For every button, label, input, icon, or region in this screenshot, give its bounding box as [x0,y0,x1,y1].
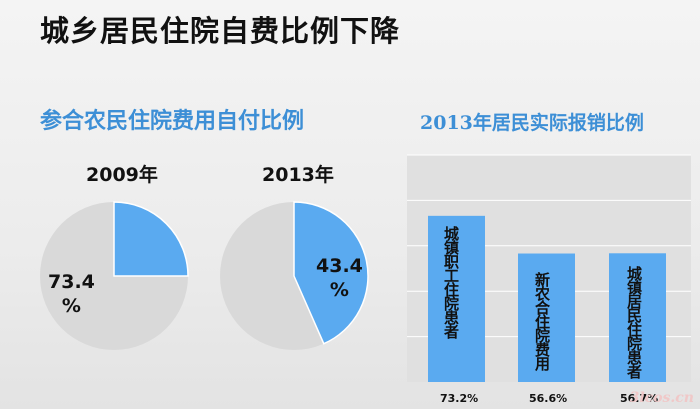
pie-slice-highlight [113,201,189,277]
pie-chart-2009 [40,201,189,350]
bar-chart-title: 2013年居民实际报销比例 [420,112,644,134]
bar-1 [518,253,575,382]
pie-year-2009: 2009年 [86,164,158,186]
pie-label-2013-unit: % [329,279,349,301]
bar-label-0: 城镇职工住院患者 [442,226,460,338]
bar-0 [428,215,485,382]
pie-label-2009-value: 73.4 [48,271,95,293]
pie-slice-highlight [293,201,369,345]
bar-value-1: 56.6% [529,392,568,405]
bar-value-0: 73.2% [440,392,479,405]
page-title: 城乡居民住院自费比例下降 [40,14,401,48]
bar-label-1: 新农合住院费用 [533,272,551,370]
pie-label-2013-value: 43.4 [316,255,363,277]
bar-value-2: 56.7% [620,392,659,405]
pie-label-2009-unit: % [61,295,81,317]
bar-2 [609,253,666,382]
pie-label-2013: 43.4 % [316,254,363,302]
pie-chart-2013 [220,201,369,350]
pie-label-2009: 73.4 % [48,270,95,318]
pie-chart-title: 参合农民住院费用自付比例 [40,108,305,134]
watermark: 3lcos.cn [629,390,694,406]
bar-chart [407,154,691,382]
bar-label-2: 城镇居民住院患者 [625,266,643,378]
pie-year-2013: 2013年 [262,164,334,186]
